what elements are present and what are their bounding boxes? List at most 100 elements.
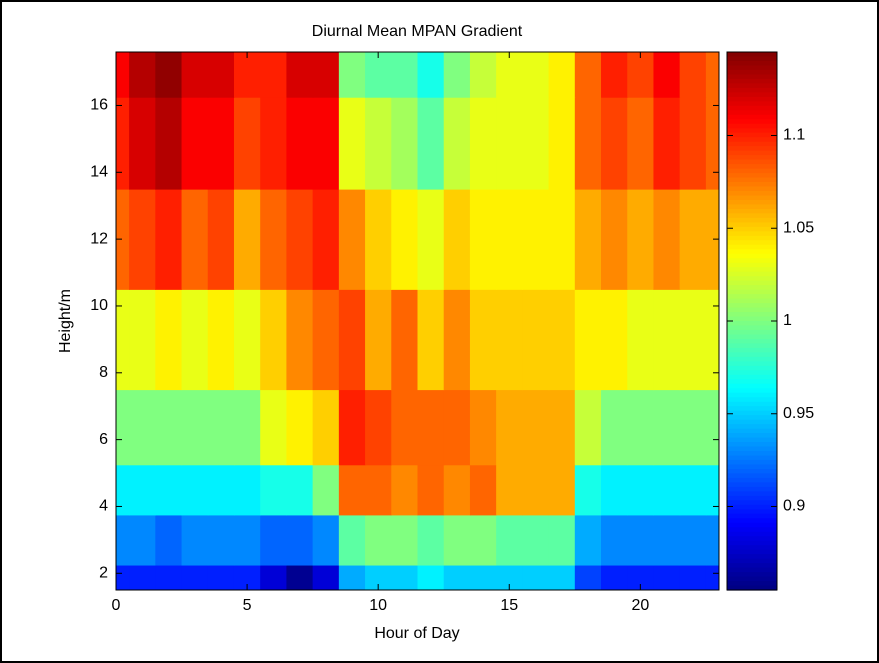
heat-cell (469, 289, 497, 391)
colorbar-swatch (727, 195, 777, 201)
colorbar-swatch (727, 253, 777, 259)
heat-cell (391, 97, 419, 190)
heat-cell (522, 389, 550, 466)
colorbar-swatch (727, 60, 777, 67)
heat-cell (286, 289, 314, 391)
colorbar-swatch (727, 500, 777, 506)
colorbar-swatch (727, 473, 777, 479)
heat-cell (548, 52, 576, 98)
colorbar-swatch (727, 150, 777, 156)
colorbar-swatch (727, 370, 777, 376)
colorbar-swatch (727, 56, 777, 62)
heat-cell (260, 189, 288, 290)
colorbar-swatch (727, 455, 777, 461)
colorbar-swatch (727, 190, 777, 197)
heat-cell (574, 389, 602, 466)
heat-cell (417, 464, 445, 516)
colorbar-swatch (727, 401, 777, 407)
heat-cell (181, 189, 209, 290)
colorbar-swatch (727, 217, 777, 223)
heat-cell (469, 389, 497, 466)
heat-cell (260, 289, 288, 391)
heat-cell (391, 52, 419, 98)
heat-cell (338, 289, 366, 391)
colorbar-swatch (727, 451, 777, 457)
heat-cell (496, 289, 523, 391)
colorbar-swatch (727, 128, 777, 134)
colorbar-swatch (727, 267, 777, 273)
heat-cell (653, 564, 681, 590)
heat-cell (522, 52, 550, 98)
heat-cell (181, 52, 209, 98)
heat-cell (391, 514, 419, 566)
colorbar-swatch (727, 383, 777, 389)
heat-cell (705, 52, 719, 98)
colorbar-swatch (727, 428, 777, 434)
heat-cell (338, 564, 366, 590)
heat-cell (469, 189, 497, 290)
heat-cell (312, 464, 340, 516)
heat-cell (548, 464, 576, 516)
heat-cell (116, 514, 130, 566)
heat-cell (679, 389, 707, 466)
heat-cell (601, 97, 628, 190)
heat-cell (233, 97, 261, 190)
heat-cell (129, 289, 156, 391)
heat-cell (155, 189, 183, 290)
colorbar-swatch (727, 482, 777, 488)
colorbar-swatch (727, 325, 777, 331)
colorbar-swatch (727, 365, 777, 371)
colorbar-tick-label: 1 (783, 312, 792, 329)
heat-cell (574, 514, 602, 566)
heat-cell (443, 514, 471, 566)
colorbar-swatch (727, 155, 777, 161)
colorbar-swatch (727, 343, 777, 349)
colorbar-swatch (727, 235, 777, 241)
colorbar-swatch (727, 442, 777, 448)
heat-cell (207, 564, 235, 590)
heat-cell (391, 289, 419, 391)
heat-cell (312, 97, 340, 190)
colorbar-swatch (727, 285, 777, 291)
heat-cell (233, 289, 261, 391)
colorbar-swatch (727, 177, 777, 183)
heat-cell (155, 52, 183, 98)
heat-cell (496, 514, 523, 566)
heat-cell (207, 389, 235, 466)
colorbar-swatch (727, 464, 777, 470)
heat-cell (574, 289, 602, 391)
colorbar-swatch (727, 549, 777, 555)
heat-cell (679, 289, 707, 391)
colorbar-swatch (727, 554, 777, 560)
chart-title: Diurnal Mean MPAN Gradient (312, 23, 523, 40)
heat-cell (627, 52, 655, 98)
heat-cell (653, 514, 681, 566)
heat-cell (116, 464, 130, 516)
colorbar-tick-label: 1.1 (783, 127, 805, 144)
heat-cell (129, 464, 156, 516)
colorbar-swatch (727, 141, 777, 147)
plot-border (115, 51, 720, 591)
heat-cell (548, 389, 576, 466)
heat-cell (365, 97, 392, 190)
colorbar-swatch (727, 249, 777, 255)
colorbar-swatch (727, 545, 777, 551)
heat-cell (627, 289, 655, 391)
colorbar-swatch (727, 208, 777, 214)
heat-cell (286, 514, 314, 566)
colorbar-swatch (727, 87, 777, 93)
heat-cell (574, 97, 602, 190)
colorbar-swatch (727, 231, 777, 237)
heat-cell (207, 464, 235, 516)
colorbar-swatch (727, 504, 777, 510)
heat-cell (155, 289, 183, 391)
colorbar-swatch (727, 321, 777, 327)
heat-cell (233, 389, 261, 466)
colorbar-swatch (727, 146, 777, 152)
heat-cell (679, 52, 707, 98)
colorbar-swatch (727, 316, 777, 322)
x-tick-label: 0 (112, 597, 121, 614)
colorbar-swatch (727, 173, 777, 179)
heat-cell (601, 289, 628, 391)
heat-cell (365, 189, 392, 290)
